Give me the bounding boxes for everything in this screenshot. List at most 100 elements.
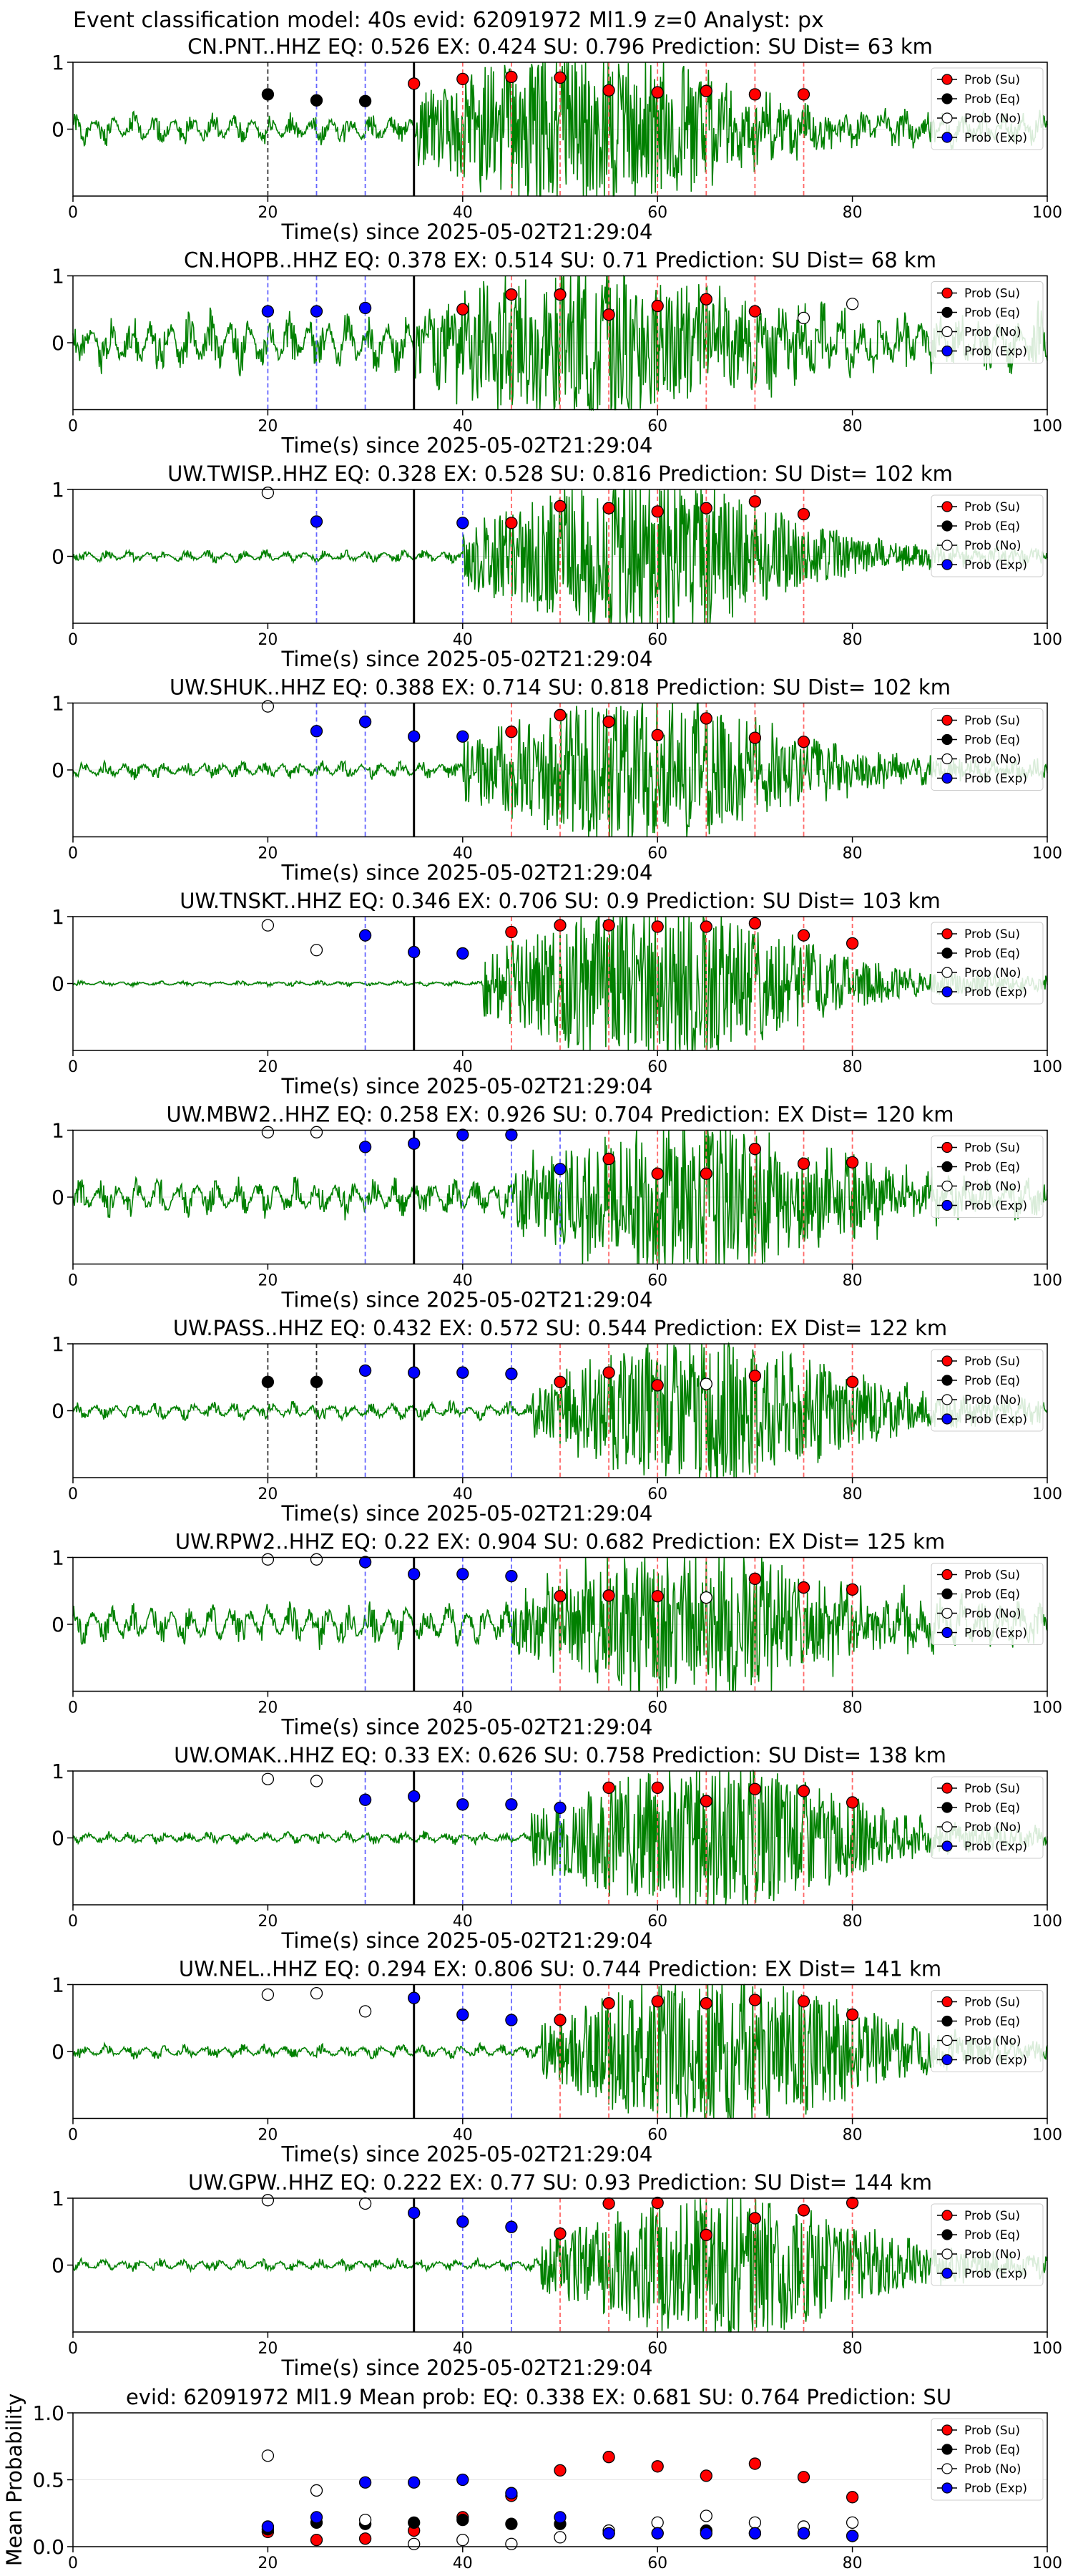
data-point — [456, 1568, 469, 1581]
data-point — [797, 2527, 810, 2540]
x-tick-label: 100 — [1032, 1913, 1062, 1931]
legend-marker — [941, 2229, 953, 2240]
data-point — [748, 495, 762, 508]
waveform-trace — [72, 702, 1048, 837]
x-tick-label: 20 — [258, 1058, 278, 1076]
data-point — [748, 1370, 762, 1382]
data-point — [261, 88, 275, 101]
x-tick-label: 80 — [843, 2340, 863, 2358]
legend-label: Prob (Su) — [964, 2424, 1020, 2438]
data-point — [505, 1570, 518, 1583]
x-tick-label: 80 — [843, 204, 863, 222]
y-tick-label: 0 — [52, 1827, 64, 1850]
legend-marker — [941, 733, 953, 746]
legend-label: Prob (Su) — [964, 2209, 1020, 2223]
x-tick-label: 40 — [453, 418, 473, 436]
y-tick-label: 1.0 — [32, 2401, 64, 2425]
legend-label: Prob (Eq) — [964, 733, 1020, 748]
legend-label: Prob (No) — [964, 326, 1021, 340]
legend-label: Prob (Eq) — [964, 1801, 1020, 1815]
x-tick-label: 40 — [453, 1058, 473, 1076]
data-point — [554, 1375, 567, 1388]
panels-container: CN.PNT..HHZ EQ: 0.526 EX: 0.424 SU: 0.79… — [2, 34, 1062, 2572]
data-point — [602, 84, 615, 97]
x-tick-label: 20 — [258, 2127, 278, 2145]
x-tick-label: 0 — [68, 1272, 78, 1290]
legend-box — [931, 1563, 1044, 1645]
data-point — [602, 502, 615, 514]
x-tick-label: 40 — [453, 2340, 473, 2358]
x-tick-label: 40 — [453, 1699, 473, 1717]
data-point — [261, 1375, 275, 1388]
data-point — [797, 1581, 810, 1594]
y-tick-label: 0 — [52, 1400, 64, 1423]
legend-label: Prob (No) — [964, 753, 1021, 767]
x-tick-label: 0 — [68, 2555, 78, 2572]
data-point — [651, 2527, 664, 2540]
legend-label: Prob (Exp) — [964, 2267, 1027, 2281]
x-tick-label: 20 — [258, 418, 278, 436]
legend-marker — [941, 1821, 953, 1833]
panel-title: UW.SHUK..HHZ EQ: 0.388 EX: 0.714 SU: 0.8… — [170, 675, 951, 700]
data-point — [261, 919, 275, 932]
data-point — [602, 1997, 615, 2010]
y-tick-label: 0 — [52, 1613, 64, 1636]
data-point — [846, 1156, 859, 1169]
data-point — [700, 293, 712, 306]
x-tick-label: 100 — [1032, 845, 1062, 863]
data-point — [602, 2451, 615, 2464]
x-tick-label: 40 — [453, 2555, 473, 2572]
data-point — [748, 731, 762, 744]
data-point — [456, 1798, 469, 1811]
y-tick-label: 1 — [52, 51, 64, 74]
y-tick-label: 0 — [52, 118, 64, 142]
data-point — [700, 2509, 712, 2522]
data-point — [408, 1366, 421, 1379]
data-point — [505, 726, 518, 738]
data-point — [456, 2533, 469, 2547]
data-point — [554, 2464, 567, 2477]
y-tick-label: 0 — [52, 2040, 64, 2064]
x-tick-label: 80 — [843, 2127, 863, 2145]
legend-marker — [941, 501, 953, 512]
data-point — [505, 925, 518, 939]
data-point — [748, 917, 762, 930]
legend-marker — [941, 1375, 953, 1386]
panel-1: CN.PNT..HHZ EQ: 0.526 EX: 0.424 SU: 0.79… — [52, 34, 1062, 244]
panel-title: UW.MBW2..HHZ EQ: 0.258 EX: 0.926 SU: 0.7… — [166, 1103, 954, 1127]
data-point — [700, 920, 712, 933]
legend-label: Prob (Su) — [964, 73, 1020, 87]
data-point — [505, 2487, 518, 2499]
legend-label: Prob (Su) — [964, 500, 1020, 514]
data-point — [797, 736, 810, 748]
panel-8: UW.RPW2..HHZ EQ: 0.22 EX: 0.904 SU: 0.68… — [52, 1530, 1062, 1740]
data-point — [602, 1366, 615, 1379]
data-point — [408, 2537, 421, 2550]
data-point — [748, 305, 762, 318]
data-point — [456, 2215, 469, 2228]
data-point — [651, 1781, 664, 1795]
y-tick-label: 1 — [52, 692, 64, 716]
legend-marker — [941, 112, 953, 124]
y-tick-label: 0 — [52, 972, 64, 996]
data-point — [408, 1991, 421, 2004]
legend-marker — [941, 1180, 953, 1192]
x-axis-label: Time(s) since 2025-05-02T21:29:04 — [281, 2356, 653, 2380]
panel-title: UW.NEL..HHZ EQ: 0.294 EX: 0.806 SU: 0.74… — [179, 1957, 941, 1981]
x-tick-label: 80 — [843, 1485, 863, 1503]
panel-title: CN.HOPB..HHZ EQ: 0.378 EX: 0.514 SU: 0.7… — [184, 248, 936, 273]
legend-marker — [941, 540, 953, 551]
data-point — [748, 1782, 762, 1795]
x-tick-label: 20 — [258, 1272, 278, 1290]
legend-marker — [941, 1996, 953, 2008]
panel-4: UW.SHUK..HHZ EQ: 0.388 EX: 0.714 SU: 0.8… — [52, 675, 1062, 885]
data-point — [261, 2449, 275, 2462]
legend-marker — [941, 1355, 953, 1367]
panel-12: evid: 62091972 Ml1.9 Mean prob: EQ: 0.33… — [2, 2385, 1062, 2572]
x-tick-label: 60 — [647, 418, 667, 436]
x-tick-label: 60 — [647, 1485, 667, 1503]
y-tick-label: 0 — [52, 758, 64, 782]
data-point — [700, 2469, 712, 2482]
data-point — [846, 2196, 859, 2210]
x-tick-label: 80 — [843, 1913, 863, 1931]
